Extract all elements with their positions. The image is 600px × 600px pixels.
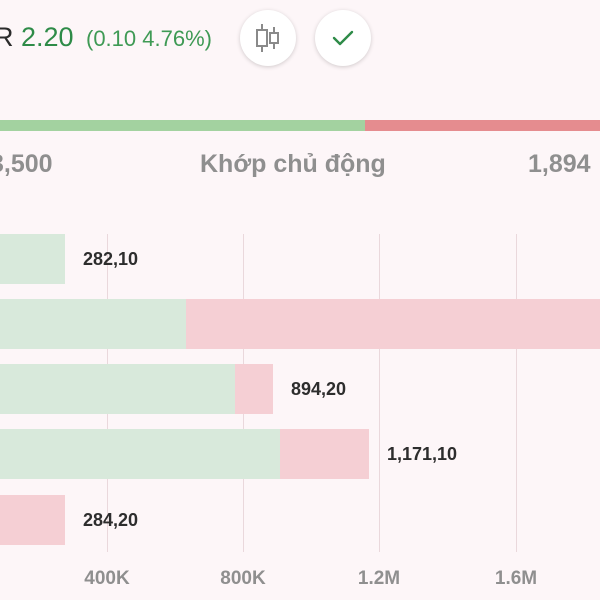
buy-volume-bar bbox=[0, 364, 235, 414]
ticker-symbol: R bbox=[0, 22, 14, 52]
header: R 2.20 (0.10 4.76%) bbox=[0, 0, 600, 80]
x-axis-tick-label: 1.6M bbox=[494, 568, 538, 589]
matched-volume-title: Khớp chủ động bbox=[200, 150, 386, 178]
buy-sell-ratio-bar bbox=[0, 120, 600, 131]
buy-volume-bar bbox=[0, 429, 280, 479]
buy-volume-bar bbox=[0, 234, 65, 284]
volume-bar-row bbox=[0, 234, 65, 284]
gridline bbox=[516, 234, 517, 552]
check-icon bbox=[332, 30, 354, 46]
candlestick-icon bbox=[256, 24, 279, 52]
volume-bar-row bbox=[0, 364, 273, 414]
volume-bar-label: 894,20 bbox=[291, 379, 347, 399]
volume-bar-label: 284,20 bbox=[83, 510, 139, 530]
sell-volume-bar bbox=[280, 429, 369, 479]
volume-bar-label: 282,10 bbox=[83, 249, 139, 269]
volume-bar-row bbox=[0, 429, 369, 479]
buy-volume-total: 3,500 bbox=[0, 150, 53, 178]
volume-bar-label: 1,171,10 bbox=[387, 444, 458, 464]
candlestick-chart-button[interactable] bbox=[240, 10, 296, 66]
sell-volume-bar bbox=[235, 364, 273, 414]
price-change: (0.10 4.76%) bbox=[86, 26, 212, 51]
x-axis-tick-label: 1.2M bbox=[357, 568, 401, 589]
gridline bbox=[379, 234, 380, 552]
price-value: 2.20 bbox=[21, 22, 74, 52]
ratio-sell-segment bbox=[365, 120, 600, 131]
volume-bar-row bbox=[0, 299, 600, 349]
ratio-buy-segment bbox=[0, 120, 365, 131]
buy-volume-bar bbox=[0, 299, 186, 349]
volume-bar-row bbox=[0, 495, 65, 545]
confirm-button[interactable] bbox=[315, 10, 371, 66]
x-axis-tick-label: 400K bbox=[84, 568, 130, 589]
sell-volume-bar bbox=[186, 299, 600, 349]
sell-volume-bar bbox=[0, 495, 65, 545]
sell-volume-total: 1,894 bbox=[528, 150, 591, 178]
price-display: R 2.20 bbox=[0, 22, 74, 53]
x-axis-tick-label: 800K bbox=[220, 568, 266, 589]
